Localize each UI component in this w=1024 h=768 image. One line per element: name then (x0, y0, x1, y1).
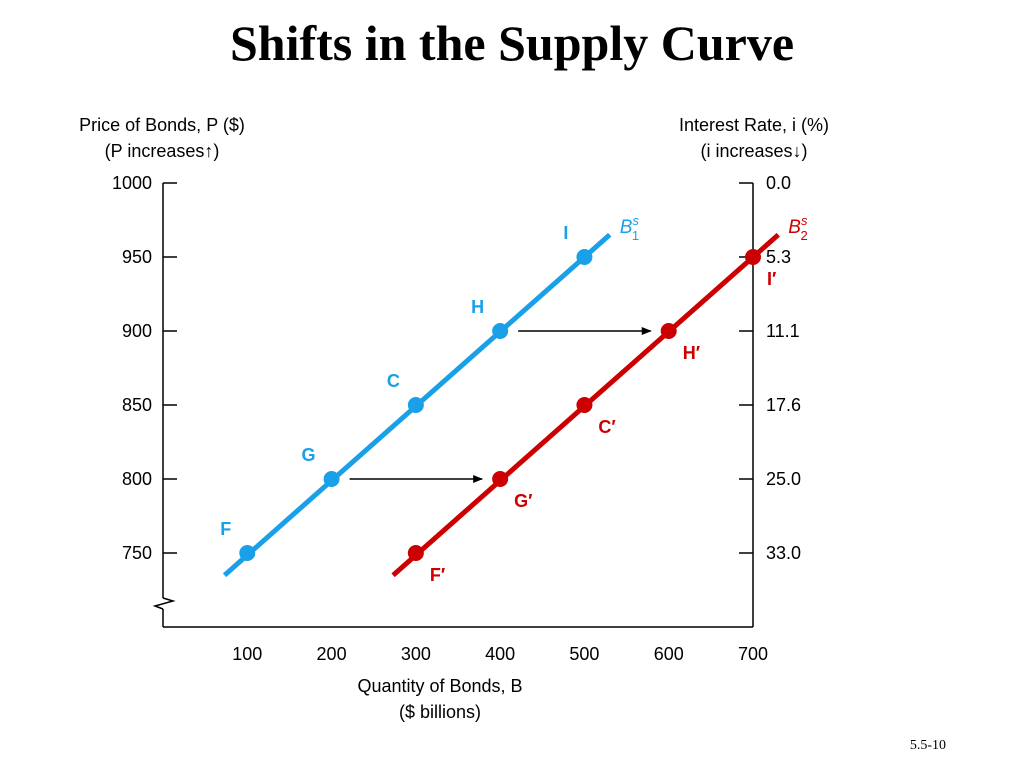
point-g (323, 471, 340, 487)
point-i-prime (745, 249, 761, 265)
right-tick-label: 25.0 (766, 469, 801, 489)
point-label: F (220, 519, 231, 539)
shift-arrows (349, 327, 652, 483)
left-tick-label: 850 (122, 395, 152, 415)
left-axis-title: Price of Bonds, P ($) (79, 115, 245, 135)
data-points: F G C H I F′ G′ C′ H′ I′ (220, 223, 776, 585)
series-lines: Bs 1 Bs 2 (222, 213, 808, 578)
right-tick-label: 5.3 (766, 247, 791, 267)
axis-titles: Price of Bonds, P ($) (P increases↑) Inter… (79, 115, 829, 722)
left-tick-label: 1000 (112, 173, 152, 193)
point-label: H (471, 297, 484, 317)
x-tick-label: 600 (654, 644, 684, 664)
x-axis-title: Quantity of Bonds, B (357, 676, 522, 696)
point-label: F′ (430, 565, 445, 585)
left-axis-subtitle: (P increases↑) (105, 141, 220, 161)
point-g-prime (492, 471, 509, 487)
x-tick-label: 200 (317, 644, 347, 664)
slide-title: Shifts in the Supply Curve (229, 15, 795, 71)
right-tick-label: 33.0 (766, 543, 801, 563)
x-tick-label: 700 (738, 644, 768, 664)
right-axis-title: Interest Rate, i (%) (679, 115, 829, 135)
point-c-prime (576, 397, 593, 413)
axis-break (152, 597, 176, 610)
point-label: G (302, 445, 316, 465)
x-tick-label: 100 (232, 644, 262, 664)
right-axis-subtitle: (i increases↓) (700, 141, 807, 161)
x-tick-label: 300 (401, 644, 431, 664)
slide-number: 5.5-10 (909, 738, 946, 753)
point-c (407, 397, 424, 413)
point-i (576, 249, 593, 265)
point-label: C′ (598, 417, 615, 437)
axes (152, 182, 754, 628)
point-label: H′ (683, 343, 700, 363)
curve-label-1: Bs 1 (620, 213, 640, 243)
point-label: G′ (514, 491, 532, 511)
point-label: I′ (767, 269, 776, 289)
point-h (492, 323, 509, 339)
curve-label-2: Bs 2 (788, 213, 808, 243)
right-tick-label: 17.6 (766, 395, 801, 415)
x-axis-subtitle: ($ billions) (399, 702, 481, 722)
x-tick-label: 400 (485, 644, 515, 664)
tick-labels: 750 33.0 800 25.0 850 17.6 900 11.1 950 5.3 1000 0.… (112, 173, 801, 664)
point-f (239, 545, 256, 561)
left-tick-label: 900 (122, 321, 152, 341)
x-tick-label: 500 (569, 644, 599, 664)
point-label: I (563, 223, 568, 243)
right-tick-label: 0.0 (766, 173, 791, 193)
left-tick-label: 950 (122, 247, 152, 267)
point-f-prime (407, 545, 424, 561)
left-tick-label: 750 (122, 543, 152, 563)
left-tick-label: 800 (122, 469, 152, 489)
point-h-prime (660, 323, 677, 339)
right-tick-label: 11.1 (766, 321, 800, 341)
point-label: C (387, 371, 400, 391)
